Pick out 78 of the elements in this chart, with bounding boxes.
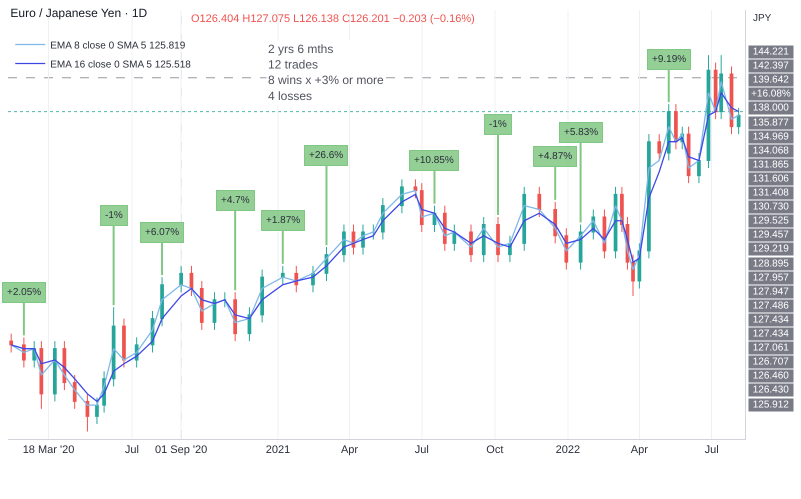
text: 131.606 xyxy=(752,174,790,184)
annotation: +4.7% xyxy=(221,195,250,206)
legend-label: EMA 16 close 0 SMA 5 125.518 xyxy=(50,59,192,70)
legend-label: EMA 8 close 0 SMA 5 125.819 xyxy=(50,40,186,52)
candlestick xyxy=(212,292,216,330)
annotation: +9.19% xyxy=(652,54,686,65)
candlestick xyxy=(578,224,582,270)
text: 127.957 xyxy=(752,272,790,284)
candlestick xyxy=(537,186,542,218)
candlestick xyxy=(352,224,356,256)
text: 135.877 xyxy=(752,118,790,128)
x-tick-label: 18 Mar '20 xyxy=(22,444,74,456)
annotation: +26.6% xyxy=(309,150,344,161)
text: 128.895 xyxy=(752,258,790,270)
text: 129.525 xyxy=(752,216,790,226)
text: 125.912 xyxy=(752,400,790,410)
y-axis-title: JPY xyxy=(753,13,772,24)
candlestick xyxy=(122,318,126,368)
text: 139.642 xyxy=(752,74,790,86)
annotation: +2.05% xyxy=(7,287,42,298)
chart-subtitle: O126.404 H127.075 L126.138 C126.201 −0.203 (−0.16%) xyxy=(191,13,475,25)
text: 142.397 xyxy=(752,60,790,72)
candlestick xyxy=(706,54,710,169)
x-tick-label: 01 Sep '20 xyxy=(154,444,208,456)
annotation: 2 yrs 6 mths 12 trades 8 wins x +3% or more 4 losses xyxy=(268,42,384,103)
x-tick-label: Jul xyxy=(124,444,139,456)
text: 127.434 xyxy=(752,328,790,340)
chart-title: Euro / Japanese Yen · 1D xyxy=(10,6,148,20)
x-tick-label: 2021 xyxy=(266,444,290,456)
text: 138.000 xyxy=(752,102,790,114)
annotation: +1.87% xyxy=(266,215,300,226)
candlestick xyxy=(452,224,456,252)
candlestick xyxy=(86,393,90,432)
text: 129.219 xyxy=(752,244,790,254)
candlestick xyxy=(736,107,741,135)
candlestick xyxy=(674,104,678,150)
text: 127.947 xyxy=(752,286,790,298)
x-tick-label: Jul xyxy=(704,444,719,456)
candlestick xyxy=(294,265,298,293)
text: 131.408 xyxy=(752,188,790,198)
text: 126.430 xyxy=(752,384,790,396)
candlestick xyxy=(614,186,618,259)
candlestick xyxy=(52,340,57,402)
text: 144.221 xyxy=(752,46,790,58)
candlestick xyxy=(414,178,418,199)
text: 127.434 xyxy=(752,314,790,326)
annotation: +10.85% xyxy=(414,155,454,166)
text: 130.730 xyxy=(752,202,790,212)
text: 134.969 xyxy=(752,132,790,142)
annotation: +4.87% xyxy=(538,151,572,162)
text: 129.457 xyxy=(752,230,790,240)
text: 126.707 xyxy=(752,356,790,368)
candlestick xyxy=(730,66,734,135)
candlestick xyxy=(190,265,194,296)
text: 131.865 xyxy=(752,160,790,170)
annotation: +6.07% xyxy=(145,227,180,238)
candlestick xyxy=(95,397,99,424)
text: 127.486 xyxy=(752,300,790,312)
annotation: -1% xyxy=(489,119,507,130)
candlestick xyxy=(371,224,376,240)
text: 127.061 xyxy=(752,342,790,354)
candlestick xyxy=(72,374,77,410)
x-tick-label: Oct xyxy=(486,444,504,456)
text: 134.068 xyxy=(752,146,790,156)
x-tick-label: Apr xyxy=(340,444,358,456)
x-tick-label: Apr xyxy=(630,444,648,456)
text: +16.08% xyxy=(751,88,791,100)
text: 126.460 xyxy=(752,370,790,382)
annotation: +5.83% xyxy=(564,127,598,138)
x-tick-label: Jul xyxy=(414,444,429,456)
candlestick xyxy=(657,134,662,162)
candlestick xyxy=(179,265,183,293)
x-tick-label: 2022 xyxy=(556,444,580,456)
candlestick xyxy=(39,340,44,410)
candlestick xyxy=(697,152,701,184)
candlestick xyxy=(222,292,227,308)
candlestick xyxy=(9,333,14,353)
annotation: -1% xyxy=(105,210,123,221)
